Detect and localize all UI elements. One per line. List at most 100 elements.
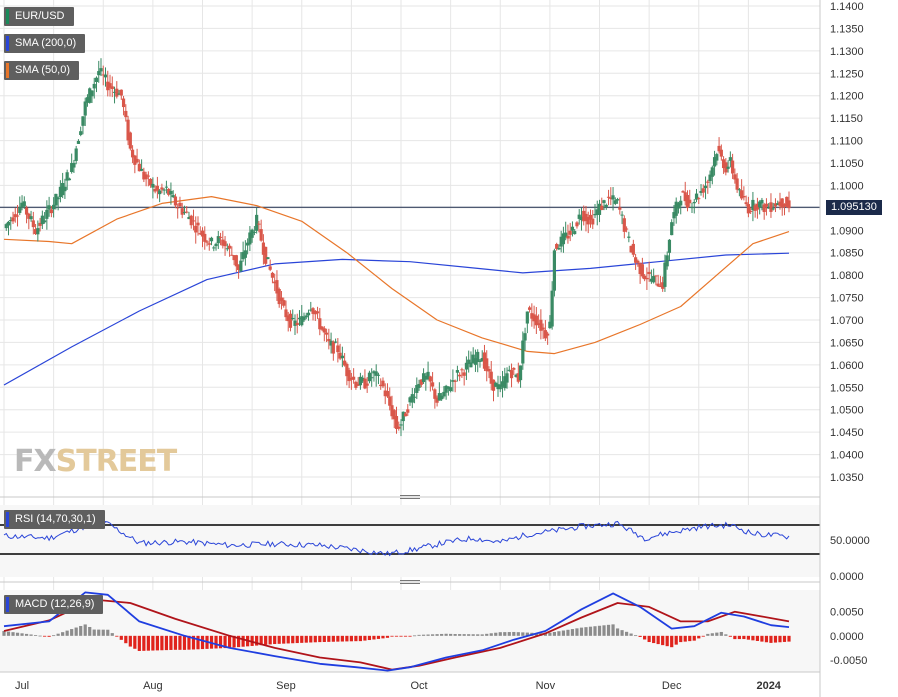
candle-down bbox=[218, 236, 223, 238]
macd-histogram-positive bbox=[485, 633, 489, 636]
candle-down bbox=[566, 235, 570, 239]
candle-down bbox=[762, 204, 766, 213]
candle-up bbox=[65, 172, 69, 181]
legend-rsi[interactable]: RSI (14,70,30,1) bbox=[4, 510, 105, 529]
candle-up bbox=[478, 360, 482, 362]
candle-down bbox=[755, 203, 760, 210]
legend-macd[interactable]: MACD (12,26,9) bbox=[4, 595, 104, 614]
macd-histogram-negative bbox=[782, 635, 787, 642]
price-tick-label: 1.0500 bbox=[830, 405, 864, 417]
legend-sma50[interactable]: SMA (50,0) bbox=[4, 61, 80, 80]
macd-histogram-negative bbox=[200, 635, 205, 650]
candle-up bbox=[79, 131, 83, 135]
candle-up bbox=[500, 381, 505, 387]
macd-histogram-negative bbox=[304, 635, 308, 643]
candle-up bbox=[518, 365, 523, 381]
macd-histogram-positive bbox=[79, 625, 83, 636]
time-tick-label: 2024 bbox=[756, 680, 781, 692]
candle-up bbox=[103, 74, 108, 78]
candle-down bbox=[509, 370, 514, 379]
candle-up bbox=[94, 77, 99, 83]
macd-histogram-negative bbox=[309, 635, 313, 643]
macd-histogram-positive bbox=[440, 633, 444, 636]
candle-up bbox=[437, 393, 441, 401]
candle-up bbox=[45, 209, 49, 219]
price-tick-label: 1.0850 bbox=[830, 248, 864, 260]
candle-up bbox=[72, 163, 76, 168]
candle-up bbox=[715, 154, 719, 161]
candle-up bbox=[649, 278, 653, 282]
candle-down bbox=[198, 233, 202, 235]
candle-down bbox=[645, 277, 649, 280]
candle-down bbox=[735, 178, 739, 190]
candle-down bbox=[264, 246, 268, 264]
macd-tick-label: 0.0050 bbox=[830, 607, 864, 619]
macd-histogram-positive bbox=[38, 635, 42, 637]
price-tick-label: 1.1150 bbox=[830, 113, 863, 125]
candle-up bbox=[306, 312, 311, 316]
macd-histogram-positive bbox=[6, 631, 11, 636]
macd-histogram-positive bbox=[543, 633, 547, 636]
macd-histogram-positive bbox=[106, 629, 110, 636]
macd-histogram-negative bbox=[701, 635, 705, 637]
macd-histogram-positive bbox=[92, 629, 96, 636]
candle-down bbox=[324, 332, 329, 335]
candle-down bbox=[764, 203, 769, 207]
candle-up bbox=[737, 189, 741, 191]
legend-price[interactable]: EUR/USD bbox=[4, 7, 74, 26]
candle-down bbox=[101, 74, 105, 76]
candle-down bbox=[701, 188, 705, 193]
candle-up bbox=[239, 260, 243, 272]
macd-histogram-positive bbox=[566, 629, 570, 636]
candle-down bbox=[489, 371, 493, 384]
candle-up bbox=[415, 385, 419, 393]
candle-down bbox=[144, 174, 148, 180]
candle-up bbox=[158, 190, 162, 195]
price-tick-label: 1.0600 bbox=[830, 360, 864, 372]
macd-histogram-negative bbox=[277, 635, 281, 644]
candle-down bbox=[719, 149, 723, 157]
macd-line bbox=[3, 591, 790, 672]
legend-sma200-label: SMA (200,0) bbox=[15, 37, 77, 49]
candle-down bbox=[167, 188, 171, 195]
legend-sma200[interactable]: SMA (200,0) bbox=[4, 34, 86, 53]
macd-histogram-negative bbox=[778, 635, 782, 643]
macd-histogram-negative bbox=[647, 635, 651, 643]
candle-up bbox=[564, 232, 568, 238]
candle-down bbox=[277, 289, 281, 305]
macd-histogram-negative bbox=[331, 635, 335, 642]
candle-down bbox=[622, 218, 626, 232]
candle-up bbox=[408, 397, 412, 403]
macd-histogram-negative bbox=[151, 635, 155, 651]
candle-up bbox=[47, 205, 51, 210]
macd-histogram-negative bbox=[128, 635, 132, 647]
legend-rsi-label: RSI (14,70,30,1) bbox=[15, 513, 96, 525]
macd-histogram-negative bbox=[273, 635, 277, 645]
time-tick-label: Aug bbox=[143, 680, 163, 692]
candle-down bbox=[354, 381, 358, 388]
candle-up bbox=[670, 222, 674, 236]
candle-up bbox=[579, 216, 584, 221]
candle-up bbox=[559, 236, 563, 247]
macd-histogram-positive bbox=[507, 632, 511, 636]
macd-histogram-negative bbox=[160, 635, 164, 651]
candle-up bbox=[291, 317, 295, 319]
macd-histogram-negative bbox=[692, 635, 696, 641]
candle-down bbox=[487, 369, 491, 372]
macd-histogram-negative bbox=[236, 635, 241, 648]
macd-histogram-negative bbox=[728, 635, 732, 637]
candle-down bbox=[588, 214, 593, 220]
macd-panel: 0.0050 0.0000 -0.0050 bbox=[0, 590, 867, 672]
candle-down bbox=[379, 384, 383, 387]
candle-up bbox=[451, 380, 455, 382]
macd-histogram-negative bbox=[282, 635, 286, 644]
candle-down bbox=[647, 271, 651, 275]
candle-up bbox=[613, 200, 617, 204]
candle-up bbox=[300, 316, 304, 326]
candle-down bbox=[406, 409, 410, 413]
candle-up bbox=[665, 255, 669, 267]
candle-down bbox=[658, 286, 663, 288]
macd-histogram-positive bbox=[557, 631, 561, 636]
candle-down bbox=[279, 297, 284, 301]
macd-histogram-positive bbox=[552, 631, 557, 636]
